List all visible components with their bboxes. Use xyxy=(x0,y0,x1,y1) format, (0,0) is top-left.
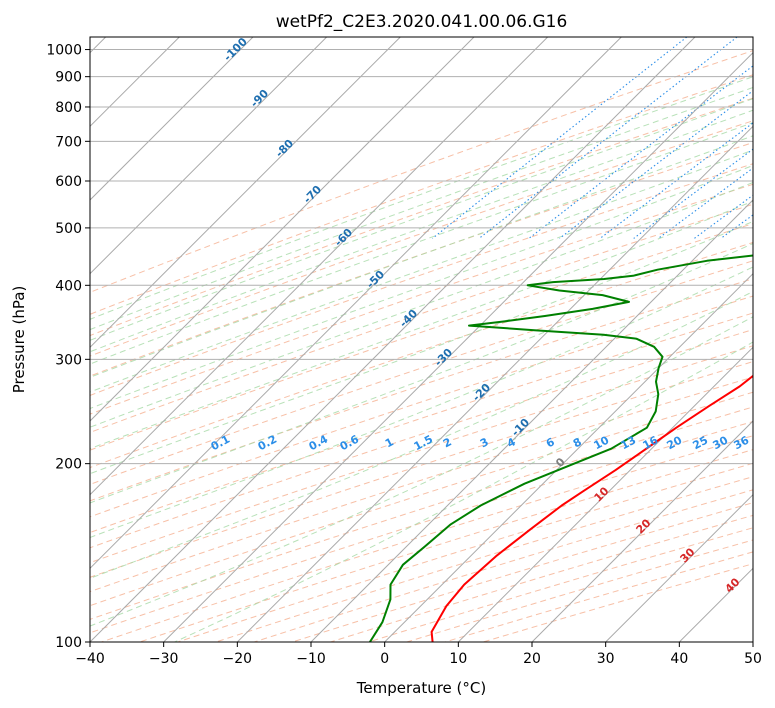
isotherm-label: 20 xyxy=(634,516,654,536)
moist-adiabat xyxy=(90,242,753,504)
dry-adiabat xyxy=(90,163,753,396)
moist-adiabat xyxy=(90,290,753,579)
dry-adiabat xyxy=(101,435,753,642)
x-tick-label: −20 xyxy=(223,651,253,667)
isotherm xyxy=(90,37,328,275)
moist-adiabat xyxy=(90,164,753,410)
isotherm xyxy=(90,37,622,570)
mixing-ratio-label: 10 xyxy=(592,433,612,452)
dry-adiabat xyxy=(90,142,753,377)
moist-adiabat xyxy=(90,200,753,450)
isotherm xyxy=(310,199,753,642)
mixing-ratio-line xyxy=(720,214,753,239)
y-axis-title: Pressure (hPa) xyxy=(10,286,28,394)
isotherm-label: -60 xyxy=(332,226,355,249)
mixing-ratio-label: 0.6 xyxy=(338,432,362,453)
moist-adiabat xyxy=(90,316,753,627)
dry-adiabat xyxy=(90,74,753,315)
x-tick-label: −30 xyxy=(149,651,179,667)
x-axis-title: Temperature (°C) xyxy=(356,679,486,697)
y-tick-label: 300 xyxy=(55,352,82,368)
dry-adiabat xyxy=(90,50,753,293)
mixing-ratio-line xyxy=(760,37,775,238)
x-tick-label: 30 xyxy=(597,651,615,667)
mixing-ratio-line xyxy=(559,90,753,239)
isotherm xyxy=(384,272,753,642)
mixing-ratio-label: 36 xyxy=(732,433,752,452)
x-tick-label: 0 xyxy=(380,651,389,667)
dry-adiabat xyxy=(90,278,753,502)
dry-adiabat xyxy=(90,97,753,337)
y-tick-label: 900 xyxy=(55,70,82,86)
isotherm-label: -70 xyxy=(301,183,324,206)
mixing-ratio-label: 13 xyxy=(619,434,639,453)
y-tick-label: 200 xyxy=(55,457,82,473)
isotherm xyxy=(457,346,753,642)
isotherm xyxy=(90,37,696,642)
mixing-ratio-line xyxy=(478,37,738,239)
isotherm xyxy=(605,493,753,642)
isotherm-label: -20 xyxy=(470,381,493,404)
isotherm xyxy=(163,51,753,642)
moist-adiabat xyxy=(90,266,753,539)
isotherm xyxy=(531,420,753,642)
mixing-ratio-label: 0.2 xyxy=(256,433,279,454)
y-tick-label: 400 xyxy=(55,278,82,294)
dry-adiabat xyxy=(90,223,753,451)
isotherm-label: -10 xyxy=(509,416,532,439)
isotherm-label: 40 xyxy=(723,575,743,595)
isotherm-label: -40 xyxy=(397,307,420,330)
mixing-ratio-label: 0.4 xyxy=(307,432,331,453)
mixing-ratio-label: 25 xyxy=(691,434,711,453)
x-tick-label: 10 xyxy=(449,651,467,667)
dry-adiabat xyxy=(90,361,753,578)
dry-adiabat xyxy=(90,391,753,607)
dry-adiabat xyxy=(444,551,753,642)
y-tick-label: 500 xyxy=(55,221,82,237)
mixing-ratio-label: 20 xyxy=(665,433,685,452)
moist-adiabat xyxy=(90,86,753,331)
mixing-ratio-label: 8 xyxy=(571,435,584,450)
isotherm-label: -30 xyxy=(432,346,455,369)
isotherm xyxy=(90,37,549,496)
mixing-ratio-label: 2 xyxy=(441,435,454,450)
moist-adiabat xyxy=(90,122,753,365)
mixing-ratio-label: 30 xyxy=(711,433,731,452)
dry-adiabat xyxy=(90,329,753,549)
x-tick-label: 20 xyxy=(523,651,541,667)
moist-adiabat xyxy=(90,98,753,341)
mixing-ratio-label: 1.5 xyxy=(412,433,435,454)
isotherm xyxy=(90,37,475,422)
y-tick-label: 700 xyxy=(55,134,82,150)
isotherm xyxy=(90,37,401,349)
y-tick-label: 800 xyxy=(55,100,82,116)
x-tick-label: 40 xyxy=(670,651,688,667)
y-tick-label: 600 xyxy=(55,174,82,190)
isotherm-label: -80 xyxy=(273,137,296,160)
temperature-profile xyxy=(430,374,753,642)
isotherm xyxy=(752,641,753,642)
mixing-ratio-line xyxy=(658,167,753,239)
moist-adiabat xyxy=(90,181,753,428)
plot-frame xyxy=(89,36,754,643)
y-tick-label: 100 xyxy=(55,635,82,651)
mixing-ratio-line xyxy=(432,37,688,239)
dry-adiabat xyxy=(90,312,753,534)
x-tick-label: −10 xyxy=(296,651,326,667)
isotherm xyxy=(236,125,753,642)
chart-title: wetPf2_C2E3.2020.041.00.06.G16 xyxy=(276,12,568,32)
isotherm xyxy=(90,37,254,201)
dry-adiabat xyxy=(330,514,753,642)
x-tick-label: −40 xyxy=(75,651,105,667)
x-tick-label: 50 xyxy=(744,651,762,667)
moist-adiabat xyxy=(90,149,753,393)
mixing-ratio-label: 0.1 xyxy=(209,433,232,454)
dewpoint-profile xyxy=(369,254,753,642)
y-tick-label: 1000 xyxy=(46,43,82,59)
moist-adiabat xyxy=(90,109,753,353)
mixing-ratio-label: 16 xyxy=(641,433,661,452)
isotherm-label: 10 xyxy=(592,484,612,504)
